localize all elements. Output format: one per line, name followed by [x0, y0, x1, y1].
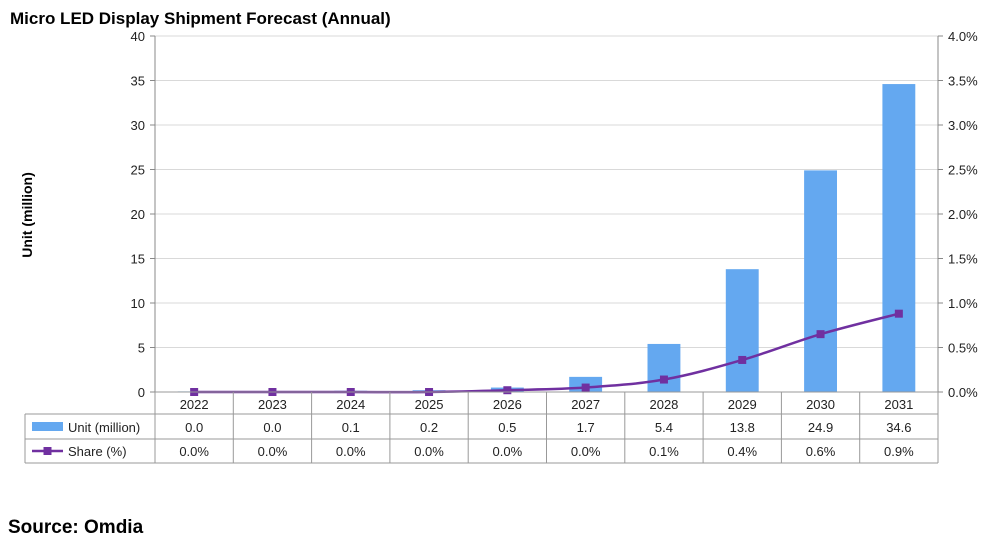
gridlines [155, 35, 938, 348]
share-value-cell: 0.0% [179, 444, 209, 459]
share-marker-2031 [894, 309, 903, 318]
unit-value-cell: 1.7 [577, 420, 595, 435]
y2-tick-label: 0.5% [948, 341, 978, 356]
share-value-cell: 0.6% [806, 444, 836, 459]
unit-value-cell: 0.0 [263, 420, 281, 435]
y2-tick-label: 4.0% [948, 29, 978, 44]
y-tick-label: 20 [131, 207, 145, 222]
x-tick-label: 2027 [571, 397, 600, 412]
x-tick-label: 2029 [728, 397, 757, 412]
share-value-cell: 0.0% [414, 444, 444, 459]
unit-value-cell: 13.8 [730, 420, 755, 435]
share-value-cell: 0.0% [571, 444, 601, 459]
axes: 0 0.0% 5 0.5% 10 1.0% 15 1.5% 20 2.0% 25 2.5% 30 3.0%… [131, 29, 979, 400]
y-tick-label: 0 [138, 385, 145, 400]
chart-title: Micro LED Display Shipment Forecast (Ann… [10, 9, 391, 28]
unit-value-cell: 5.4 [655, 420, 673, 435]
unit-value-cell: 0.0 [185, 420, 203, 435]
legend-label-share: Share (%) [68, 444, 127, 459]
y2-tick-label: 0.0% [948, 385, 978, 400]
share-marker-2029 [738, 355, 747, 364]
source-note: Source: Omdia [8, 517, 144, 538]
y-tick-label: 35 [131, 74, 145, 89]
legend-key-share-marker [43, 447, 52, 455]
x-tick-label: 2023 [258, 397, 287, 412]
y-tick-label: 25 [131, 163, 145, 178]
y-tick-label: 5 [138, 341, 145, 356]
y2-tick-label: 3.0% [948, 118, 978, 133]
share-value-cell: 0.9% [884, 444, 914, 459]
share-marker-2030 [816, 330, 825, 339]
share-line-series [190, 309, 903, 396]
x-tick-label: 2022 [180, 397, 209, 412]
unit-value-cell: 34.6 [886, 420, 911, 435]
share-marker-2027 [581, 383, 590, 392]
share-value-cell: 0.4% [727, 444, 757, 459]
y2-tick-label: 2.0% [948, 207, 978, 222]
bar-2031 [882, 84, 916, 392]
data-table: 2022 0.0 0.0% 2023 0.0 0.0% 2024 0.1 0.0% 2025 0.2… [24, 391, 939, 464]
y2-tick-label: 2.5% [948, 163, 978, 178]
legend-key-unit [32, 422, 63, 431]
y2-tick-label: 1.0% [948, 296, 978, 311]
share-value-cell: 0.1% [649, 444, 679, 459]
unit-value-cell: 0.1 [342, 420, 360, 435]
y-tick-label: 30 [131, 118, 145, 133]
x-tick-label: 2031 [884, 397, 913, 412]
unit-value-cell: 0.2 [420, 420, 438, 435]
x-tick-label: 2028 [649, 397, 678, 412]
legend-label-unit: Unit (million) [68, 420, 140, 435]
y-axis-label: Unit (million) [19, 172, 35, 258]
unit-value-cell: 0.5 [498, 420, 516, 435]
bar-2029 [725, 269, 759, 392]
bar-2028 [647, 343, 681, 392]
x-tick-label: 2024 [336, 397, 365, 412]
y2-tick-label: 3.5% [948, 74, 978, 89]
y-tick-label: 10 [131, 296, 145, 311]
bar-2030 [804, 170, 837, 392]
unit-value-cell: 24.9 [808, 420, 833, 435]
share-value-cell: 0.0% [493, 444, 523, 459]
bar-series [177, 84, 916, 392]
x-tick-label: 2025 [415, 397, 444, 412]
share-marker-2028 [659, 375, 668, 384]
x-tick-label: 2030 [806, 397, 835, 412]
x-tick-label: 2026 [493, 397, 522, 412]
share-marker-2026 [503, 386, 512, 395]
share-value-cell: 0.0% [258, 444, 288, 459]
y-tick-label: 40 [131, 29, 145, 44]
y-tick-label: 15 [131, 252, 145, 267]
y2-tick-label: 1.5% [948, 252, 978, 267]
share-value-cell: 0.0% [336, 444, 366, 459]
share-line [194, 312, 900, 394]
